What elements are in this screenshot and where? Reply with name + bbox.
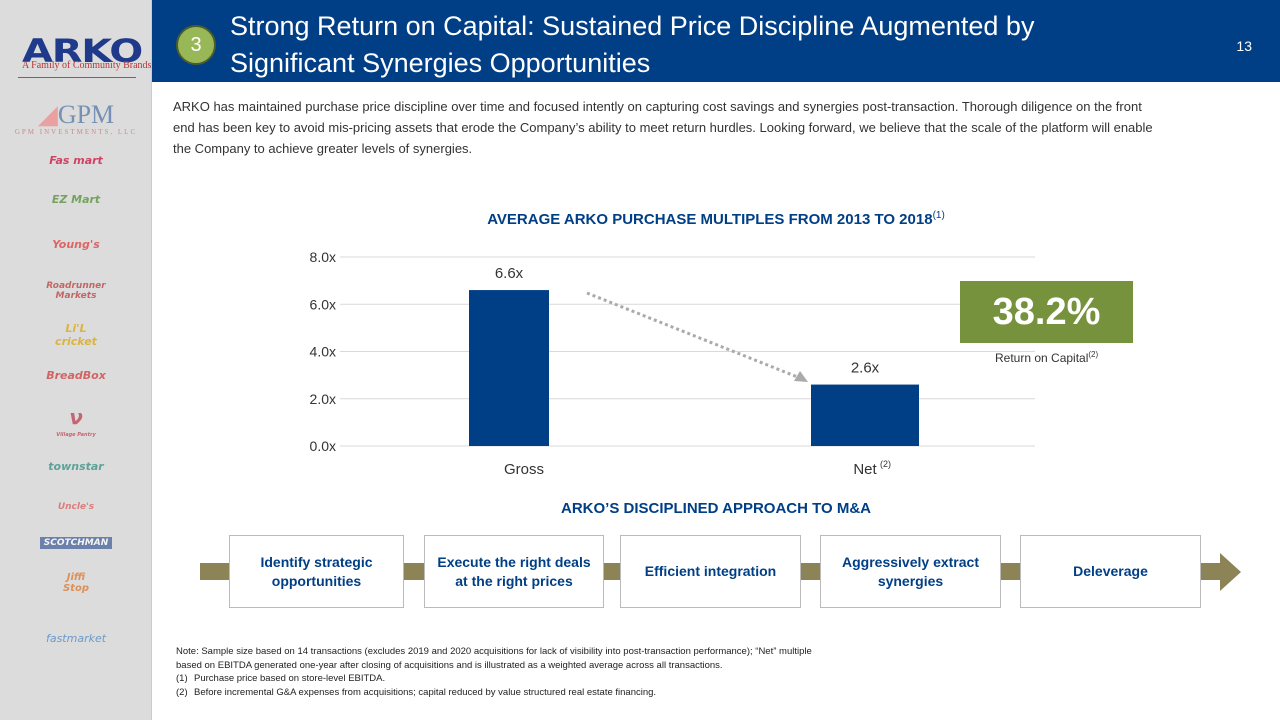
step-synergies: Aggressively extract synergies — [820, 535, 1001, 608]
brand-logo-scotchman-text: SCOTCHMAN — [39, 537, 113, 549]
return-on-capital-label: Return on Capital(2) — [995, 350, 1098, 365]
trend-arrow-line — [586, 291, 806, 382]
brand-logo-roadrunner: Roadrunner Markets — [46, 281, 106, 301]
y-tick-label: 0.0x — [310, 438, 336, 454]
brand-logo-uncles: Uncle's — [57, 502, 95, 512]
approach-title: ARKO’S DISCIPLINED APPROACH TO M&A — [560, 500, 872, 517]
brand-logo-ezmart: EZ Mart — [51, 193, 101, 206]
brand-logo-fastmarket: fastmarket — [45, 632, 107, 645]
brand-sidebar: ARKO A Family of Community Brands ◢GPM G… — [0, 0, 152, 720]
return-on-capital-callout: 38.2% — [960, 281, 1133, 343]
note-main: Note: Sample size based on 14 transactio… — [176, 646, 812, 671]
brand-logo-lilcricket: Li'L cricket — [55, 322, 97, 348]
y-tick-label: 2.0x — [310, 391, 336, 407]
brand-logo-jiffistop: Jiffi Stop — [62, 572, 89, 594]
intro-paragraph: ARKO has maintained purchase price disci… — [173, 99, 1153, 156]
footnote-text: Purchase price based on store-level EBIT… — [194, 673, 386, 684]
trend-arrow-head-icon — [794, 371, 808, 382]
chart-title: AVERAGE ARKO PURCHASE MULTIPLES FROM 201… — [152, 210, 1280, 228]
step-integration: Efficient integration — [620, 535, 801, 608]
process-arrow-head-icon — [1220, 553, 1241, 591]
page-title: Strong Return on Capital: Sustained Pric… — [230, 11, 1035, 78]
bar-gross — [469, 290, 549, 446]
bar-net — [811, 384, 919, 446]
chart-title-footnote: (1) — [932, 210, 945, 221]
divider — [18, 77, 136, 78]
data-label: 2.6x — [851, 360, 880, 377]
footnotes: Note: Sample size based on 14 transactio… — [176, 645, 836, 699]
footnote-2: (2) Before incremental G&A expenses from … — [176, 686, 836, 700]
brand-logo-gpm-sub: GPM INVESTMENTS, LLC — [14, 128, 138, 136]
step-identify: Identify strategic opportunities — [229, 535, 404, 608]
roc-footnote: (2) — [1088, 350, 1099, 359]
brand-logo-fasmart: Fas mart — [49, 154, 103, 167]
brand-logo-scotchman: SCOTCHMAN — [0, 537, 152, 549]
footnote-num: (1) — [176, 673, 188, 684]
brand-logo-gpm: ◢GPM — [37, 100, 115, 129]
y-tick-label: 4.0x — [310, 344, 336, 360]
brand-logo-townstar: townstar — [48, 460, 104, 473]
brand-logo-villagepantry: ν Village Pantry — [56, 405, 96, 438]
footnote-text: Before incremental G&A expenses from acq… — [194, 686, 657, 698]
footnote-1: (1) Purchase price based on store-level E… — [176, 672, 836, 686]
roc-label-text: Return on Capital — [995, 351, 1089, 365]
step-deleverage: Deleverage — [1020, 535, 1201, 608]
brand-logo-villagepantry-text: Village Pantry — [56, 432, 96, 438]
title-bar — [152, 0, 1280, 82]
y-tick-label: 6.0x — [310, 296, 336, 312]
brand-logo-youngs: Young's — [52, 238, 100, 251]
y-tick-label: 8.0x — [310, 249, 336, 265]
step-execute: Execute the right deals at the right pri… — [424, 535, 604, 608]
x-tick-footnote: (2) — [880, 459, 891, 469]
brand-logo-breadbox: BreadBox — [46, 369, 106, 382]
page-number: 13 — [1236, 38, 1252, 54]
arko-tagline: A Family of Community Brands — [22, 60, 152, 71]
x-tick-label: Gross — [504, 461, 544, 478]
x-tick-label: Net — [853, 461, 877, 478]
arko-logo: ARKO — [22, 32, 143, 70]
section-number-badge: 3 — [176, 25, 216, 65]
chart-title-text: AVERAGE ARKO PURCHASE MULTIPLES FROM 201… — [487, 211, 933, 228]
footnote-num: (2) — [176, 686, 188, 698]
data-label: 6.6x — [495, 265, 524, 282]
